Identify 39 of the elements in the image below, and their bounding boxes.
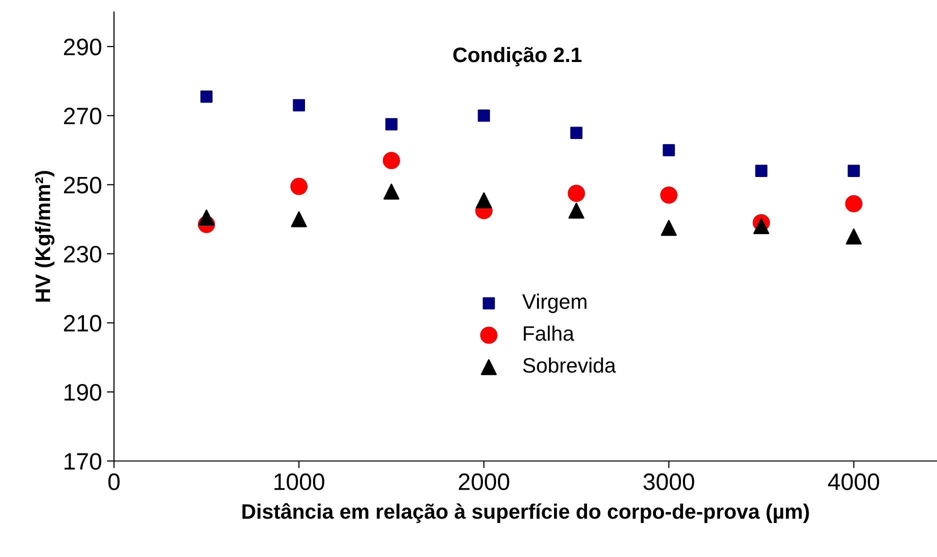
point [662, 144, 675, 156]
y-tick-label: 290 [64, 38, 102, 56]
x-tick-label: 3000 [643, 473, 694, 490]
y-tick-label: 230 [64, 246, 102, 263]
point [290, 211, 307, 228]
point [568, 184, 585, 202]
point [570, 126, 582, 139]
y-tick-label: 210 [64, 314, 102, 332]
legend-label: Sobrevida [523, 357, 616, 373]
point [290, 178, 308, 196]
legend-label: Virgem [522, 294, 586, 314]
point [755, 164, 768, 177]
point [382, 152, 400, 170]
point [845, 195, 862, 212]
point [476, 192, 492, 208]
y-axis-title: HV (Kgf/mm²) [34, 170, 54, 302]
legend-label: Falha [524, 326, 574, 341]
point [568, 202, 584, 219]
text: Condição 2.1 [453, 46, 582, 66]
point [753, 218, 770, 234]
y-tick-label: 190 [64, 384, 102, 401]
point [200, 90, 213, 103]
point [198, 210, 214, 226]
x-tick-label: 4000 [828, 473, 880, 490]
y-tick-label: 270 [64, 108, 102, 124]
point [660, 220, 677, 236]
y-tick-label: 170 [64, 453, 102, 470]
point [383, 184, 400, 200]
point [660, 186, 678, 204]
point [848, 164, 860, 177]
x-tick-label: 2000 [458, 473, 510, 490]
point [385, 118, 398, 130]
x-tick-label: 1000 [274, 473, 324, 490]
x-axis-title: Distância em relação à superfície do corpo-de-prova (µm) [242, 503, 809, 524]
point [292, 99, 306, 112]
x-tick-label: 0 [108, 473, 120, 490]
point [846, 228, 862, 244]
y-tick-label: 250 [64, 176, 102, 194]
point [478, 110, 490, 122]
